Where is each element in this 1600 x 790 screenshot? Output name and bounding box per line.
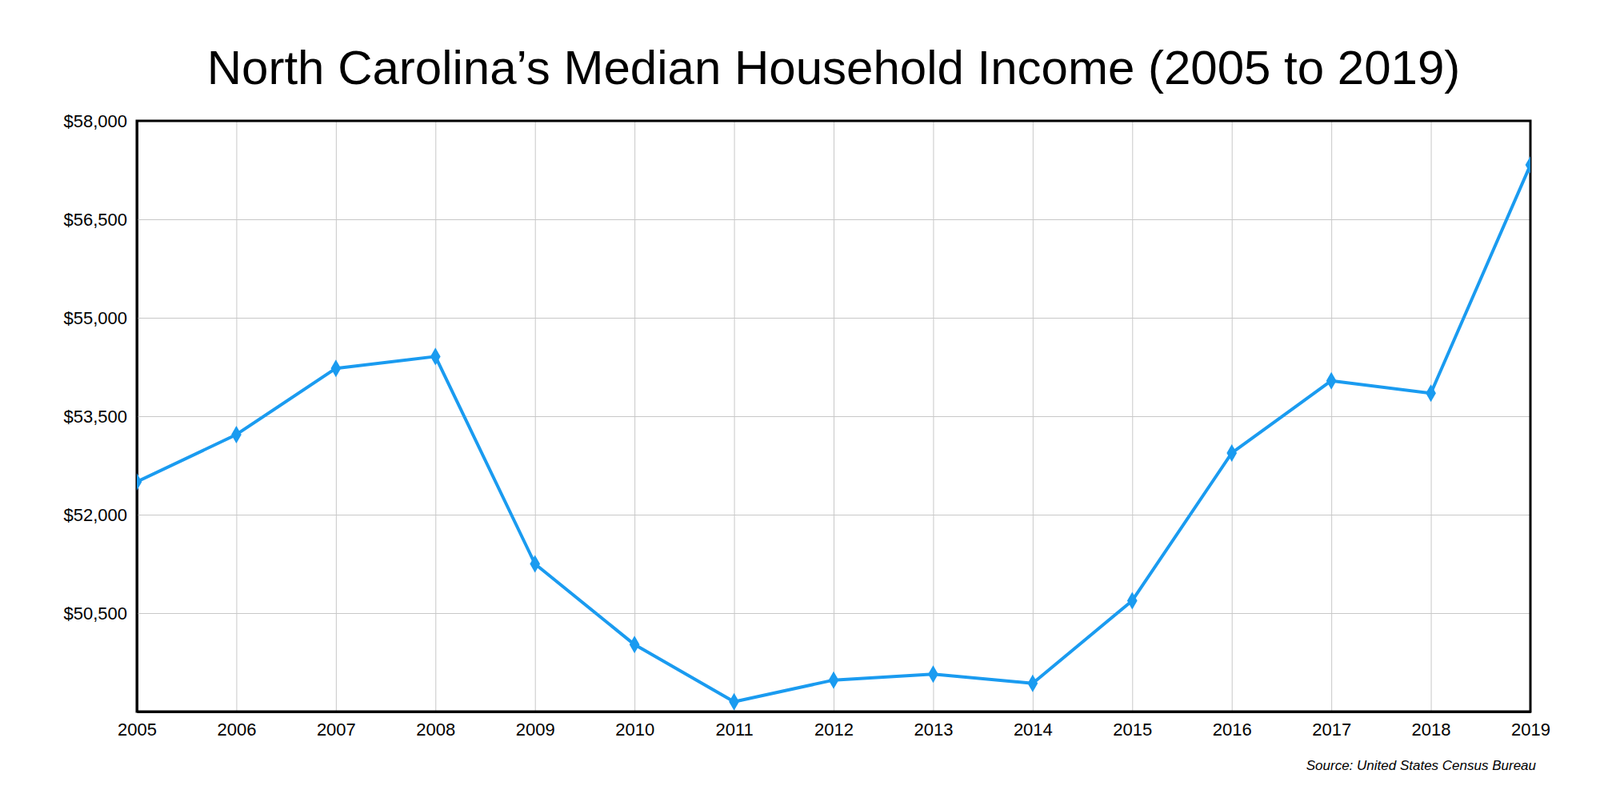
x-tick-label: 2006 [216, 719, 256, 740]
marker [629, 635, 640, 653]
y-tick: $53,500 [63, 406, 1531, 427]
marker [1127, 591, 1138, 609]
x-tick-label: 2005 [117, 719, 157, 740]
marker [231, 425, 242, 444]
x-tick-label: 2012 [814, 719, 854, 740]
x-tick: 2010 [615, 120, 655, 740]
source-note: Source: United States Census Bureau [1306, 757, 1537, 773]
x-grid-line [1132, 120, 1133, 712]
x-tick: 2007 [316, 120, 356, 740]
marker [928, 664, 939, 683]
marker [828, 671, 840, 689]
x-tick-label: 2015 [1112, 719, 1152, 740]
x-tick-label: 2010 [615, 719, 655, 740]
y-tick: $52,000 [63, 504, 1531, 525]
x-tick: 2009 [516, 120, 556, 740]
x-tick-label: 2016 [1212, 719, 1252, 740]
x-tick-label: 2018 [1412, 719, 1452, 740]
x-tick: 2018 [1412, 120, 1452, 740]
x-tick: 2011 [715, 120, 753, 740]
marker [529, 554, 540, 572]
marker [430, 347, 441, 365]
y-tick-label: $58,000 [63, 111, 128, 132]
x-tick-label: 2017 [1312, 719, 1352, 740]
x-tick: 2013 [913, 120, 953, 740]
y-tick: $56,500 [63, 209, 1531, 230]
x-grid-line [336, 120, 337, 712]
x-tick-label: 2009 [516, 719, 556, 740]
y-tick-label: $55,000 [63, 308, 128, 328]
marker [1226, 444, 1237, 462]
x-tick: 2014 [1013, 120, 1053, 740]
x-tick: 2017 [1312, 120, 1352, 740]
x-tick: 2008 [416, 120, 456, 740]
marker [1028, 674, 1039, 692]
x-grid-line [833, 120, 835, 712]
x-grid-line [535, 120, 536, 712]
x-grid-line [236, 120, 237, 712]
x-tick: 2015 [1112, 120, 1152, 740]
x-grid-line [435, 120, 436, 712]
x-grid-line [932, 120, 934, 712]
x-grid-line [1232, 120, 1233, 712]
marker [136, 472, 142, 491]
x-axis: 2005 2006 2007 2008 2009 2010 2011 2012 2013 2014… [117, 120, 1551, 740]
marker [728, 692, 740, 711]
title: North Carolina’s Median Household Income… [207, 40, 1460, 95]
y-tick-label: $53,500 [63, 406, 128, 427]
y-tick-label: $56,500 [63, 209, 128, 230]
y-tick-label: $52,000 [63, 504, 128, 525]
series [136, 156, 1531, 711]
y-tick-label: $50,500 [63, 603, 128, 624]
y-tick: $55,000 [63, 308, 1531, 328]
plot-frame [136, 120, 1531, 712]
x-tick-label: 2014 [1013, 719, 1053, 740]
x-tick-label: 2007 [316, 719, 356, 740]
marker [331, 359, 342, 377]
x-grid-line [634, 120, 636, 712]
line [136, 164, 1531, 702]
marker [1425, 384, 1436, 402]
x-grid-line [1331, 120, 1332, 712]
marker [1326, 372, 1337, 390]
y-axis: $50,500 $52,000 $53,500 $55,000 $56,500 $58,0… [63, 111, 1531, 712]
x-tick-label: 2019 [1511, 719, 1551, 740]
marker [1525, 156, 1531, 174]
x-grid-line [1431, 120, 1432, 712]
y-tick: $50,500 [63, 603, 1531, 624]
x-tick-label: 2011 [715, 719, 753, 740]
x-tick: 2016 [1212, 120, 1252, 740]
x-grid-line [734, 120, 736, 712]
x-tick-label: 2013 [913, 719, 953, 740]
x-tick-label: 2008 [416, 719, 456, 740]
chart: $50,500 $52,000 $53,500 $55,000 $56,500 $58,0… [0, 0, 1600, 790]
plot: $50,500 $52,000 $53,500 $55,000 $56,500 $58,0… [63, 111, 1551, 740]
x-tick: 2012 [814, 120, 854, 740]
x-tick: 2006 [216, 120, 256, 740]
x-grid-line [1032, 120, 1034, 712]
